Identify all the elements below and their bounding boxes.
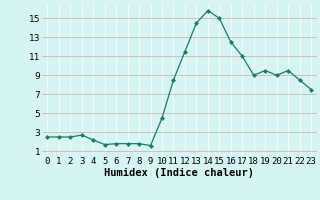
X-axis label: Humidex (Indice chaleur): Humidex (Indice chaleur) (104, 168, 254, 178)
